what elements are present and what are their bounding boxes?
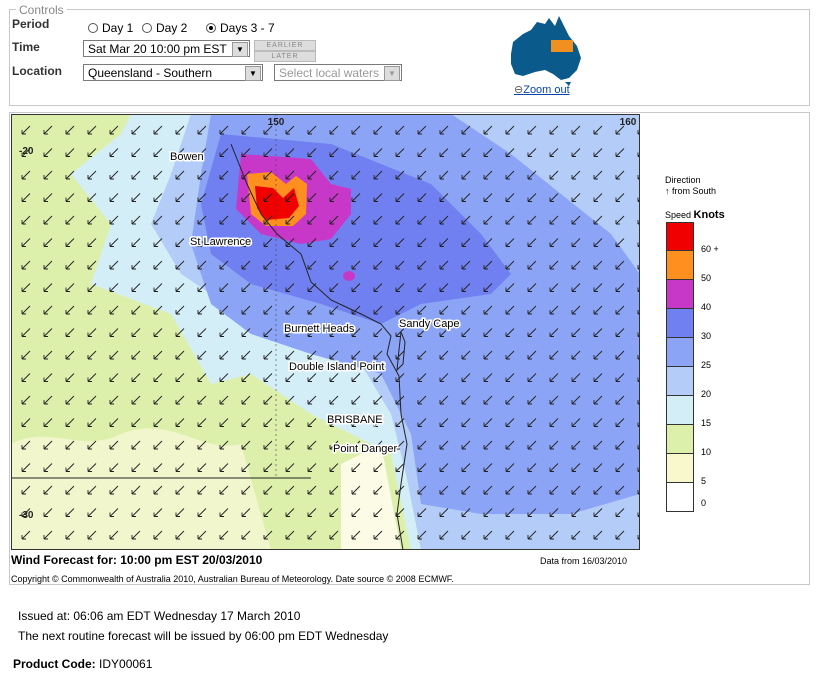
legend-label: 5	[701, 476, 707, 486]
lat-label: -30	[19, 510, 34, 521]
wind-arrows	[11, 114, 640, 550]
legend-label: 25	[701, 360, 712, 370]
legend-swatch	[666, 367, 694, 396]
tasmania-shape	[565, 82, 571, 86]
legend-swatch	[666, 425, 694, 454]
period-label: Period	[12, 17, 50, 31]
zoom-out-link[interactable]: ⊖Zoom out	[514, 83, 570, 96]
product-value: IDY00061	[99, 657, 153, 671]
lat-label: -20	[19, 146, 34, 157]
select-text: Sat Mar 20 10:00 pm EST	[88, 42, 227, 56]
legend-swatch	[666, 483, 694, 512]
legend-swatch	[666, 396, 694, 425]
legend-swatch	[666, 454, 694, 483]
option-text: Day 1	[102, 21, 134, 35]
legend-label: 20	[701, 389, 712, 399]
copyright: Copyright © Commonwealth of Australia 20…	[11, 574, 454, 584]
location-label: Location	[12, 64, 62, 78]
period-option[interactable]: Day 1	[88, 21, 133, 35]
legend-label: 40	[701, 302, 712, 312]
map-frame	[11, 114, 640, 550]
legend-swatch	[666, 222, 694, 251]
product-code: Product Code: IDY00061	[13, 657, 152, 671]
legend-swatch	[666, 251, 694, 280]
time-select[interactable]: Sat Mar 20 10:00 pm EST ▼	[83, 40, 250, 57]
select-arrow: ▼	[232, 42, 248, 57]
radio[interactable]	[142, 23, 152, 33]
direction-note: ↑ from South	[665, 186, 716, 196]
place-label: Double Island Point	[289, 361, 384, 373]
next-forecast-text: The next routine forecast will be issued…	[18, 629, 389, 643]
place-label: Burnett Heads	[284, 323, 355, 335]
speed-title: Speed Knots	[665, 209, 725, 221]
issued-text: Issued at: 06:06 am EDT Wednesday 17 Mar…	[18, 609, 301, 623]
map-box	[9, 112, 810, 585]
legend-label: 50	[701, 273, 712, 283]
legend-label: 60 +	[701, 244, 719, 254]
lon-label: 160	[620, 117, 637, 128]
legend-scale: 60 +50 40 30 25 20 15 10 5 0	[666, 222, 726, 514]
later-button[interactable]: LATER	[254, 51, 316, 62]
australia-shape	[511, 16, 581, 80]
direction-text: from South	[672, 186, 717, 196]
radio[interactable]	[206, 23, 216, 33]
place-label: Bowen	[170, 151, 204, 163]
select-text: Select local waters	[279, 66, 380, 80]
legend-label: 10	[701, 447, 712, 457]
data-from: Data from 16/03/2010	[540, 556, 628, 566]
speed-label: Speed	[665, 210, 692, 220]
place-label: BRISBANE	[327, 414, 383, 426]
lon-label: 150	[268, 117, 285, 128]
map-caption: Wind Forecast for: 10:00 pm EST 20/03/20…	[11, 553, 263, 567]
select-arrow: ▼	[245, 66, 261, 81]
locator-map[interactable]	[505, 14, 585, 86]
product-label: Product Code:	[13, 657, 96, 671]
legend-swatch	[666, 309, 694, 338]
earlier-button[interactable]: EARLIER	[254, 40, 316, 51]
radio[interactable]	[88, 23, 98, 33]
waters-select[interactable]: Select local waters ▼	[274, 64, 402, 81]
zoom-text: Zoom out	[523, 84, 570, 96]
place-label: Sandy Cape	[399, 318, 460, 330]
legend-label: 30	[701, 331, 712, 341]
legend-label: 0	[701, 498, 707, 508]
time-label: Time	[12, 40, 40, 54]
period-option[interactable]: Day 2	[142, 21, 187, 35]
select-arrow: ▼	[384, 66, 400, 81]
option-text: Days 3 - 7	[220, 21, 275, 35]
legend-swatch	[666, 338, 694, 367]
controls-box	[9, 9, 810, 106]
legend-label: 15	[701, 418, 712, 428]
place-label: St Lawrence	[190, 236, 251, 248]
option-text: Day 2	[156, 21, 188, 35]
controls-legend: Controls	[16, 3, 67, 17]
selected-region	[551, 40, 573, 52]
period-option[interactable]: Days 3 - 7	[206, 21, 275, 35]
wind-map: 150 160 -20 -30 Bowen St Lawrence Burnet…	[11, 114, 640, 550]
place-label: Point Danger	[333, 443, 398, 455]
legend-swatch	[666, 280, 694, 309]
direction-arrow: ↑	[665, 186, 670, 196]
location-select[interactable]: Queensland - Southern ▼	[83, 64, 263, 81]
select-text: Queensland - Southern	[88, 66, 213, 80]
zoom-icon: ⊖	[514, 84, 524, 96]
units-label: Knots	[693, 209, 725, 221]
direction-title: Direction	[665, 175, 701, 185]
